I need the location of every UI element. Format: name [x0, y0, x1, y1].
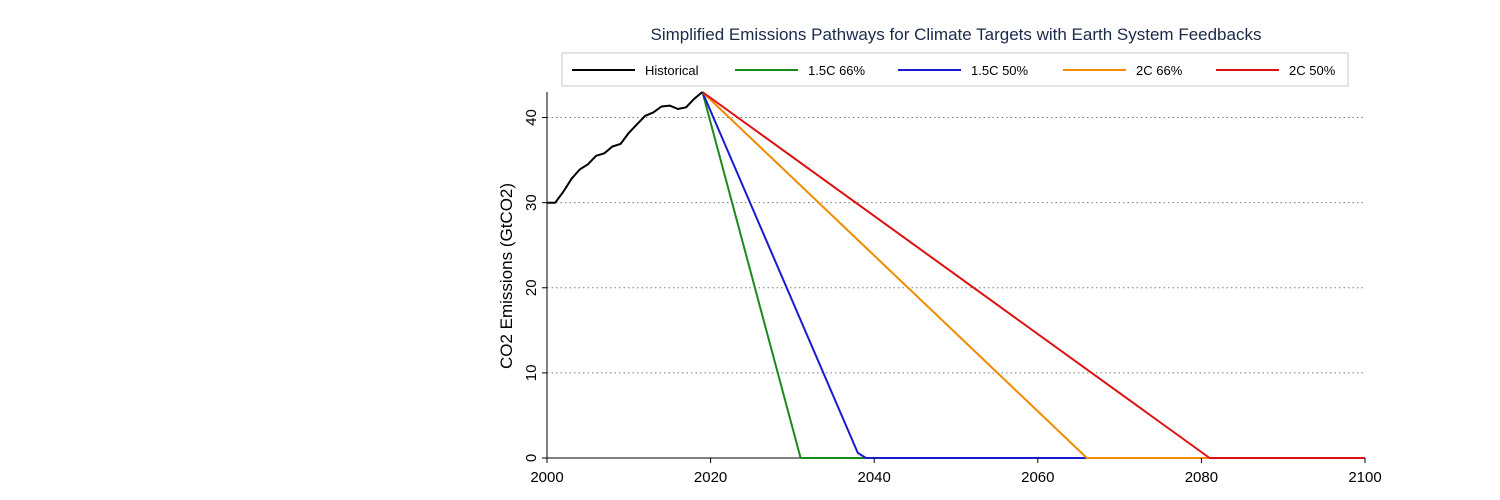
legend-item-1-5c-66: 1.5C 66% [735, 63, 866, 78]
y-tick-label-0: 0 [523, 454, 540, 462]
x-tick-label-2040: 2040 [858, 469, 891, 486]
y-ticks: 0 10 20 30 40 [523, 109, 547, 462]
x-tick-label-2000: 2000 [530, 469, 563, 486]
y-tick-label-10: 10 [523, 365, 540, 382]
x-tick-label-2080: 2080 [1185, 469, 1218, 486]
legend-label-2c-50: 2C 50% [1289, 63, 1336, 78]
series-line-2c-66 [701, 91, 1365, 459]
y-tick-label-40: 40 [523, 109, 540, 126]
series-group [547, 91, 1365, 459]
chart-title: Simplified Emissions Pathways for Climat… [651, 25, 1262, 44]
legend-item-historical: Historical [572, 63, 699, 78]
series-line-historical [547, 91, 704, 204]
series-line-1-5c-50 [701, 91, 1365, 459]
legend-item-1-5c-50: 1.5C 50% [898, 63, 1029, 78]
legend-item-2c-50: 2C 50% [1216, 63, 1336, 78]
legend: Historical 1.5C 66% 1.5C 50% 2C 66% 2C 50% [561, 52, 1349, 87]
gridlines [547, 117, 1365, 374]
legend-label-historical: Historical [645, 63, 699, 78]
y-tick-label-30: 30 [523, 194, 540, 211]
y-tick-label-20: 20 [523, 279, 540, 296]
x-tick-label-2020: 2020 [694, 469, 727, 486]
legend-item-2c-66: 2C 66% [1063, 63, 1183, 78]
series-line-1-5c-66 [701, 91, 1365, 459]
legend-label-2c-66: 2C 66% [1136, 63, 1183, 78]
y-axis-label: CO2 Emissions (GtCO2) [497, 183, 516, 369]
x-tick-label-2060: 2060 [1021, 469, 1054, 486]
x-ticks: 2000 2020 2040 2060 2080 2100 [530, 458, 1382, 486]
legend-label-1-5c-66: 1.5C 66% [808, 63, 866, 78]
legend-label-1-5c-50: 1.5C 50% [971, 63, 1029, 78]
x-tick-label-2100: 2100 [1348, 469, 1381, 486]
series-line-2c-50 [701, 91, 1365, 459]
